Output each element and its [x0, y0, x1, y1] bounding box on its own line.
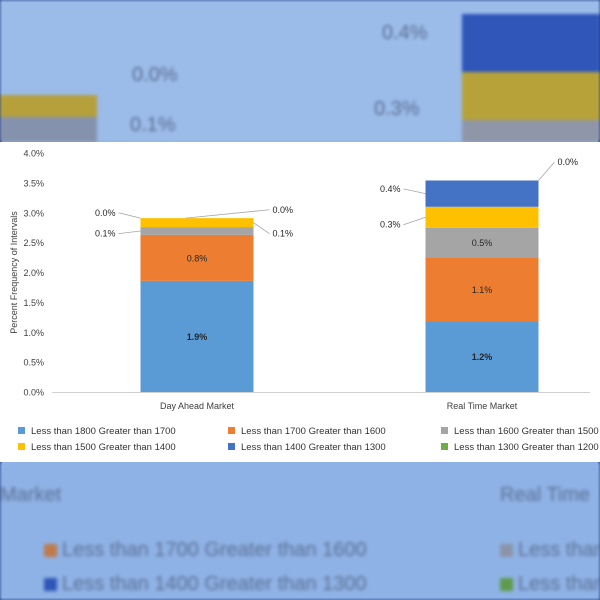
data-label: 1.1%	[472, 285, 493, 295]
legend-swatch	[228, 427, 235, 434]
bg-bar-gray-left	[0, 117, 97, 142]
legend-label: Less than 1800 Greater than 1700	[31, 426, 176, 437]
bar-segment	[140, 218, 254, 228]
leader-line	[118, 212, 141, 219]
legend-label: Less than 1500 Greater than 1400	[31, 442, 176, 453]
y-tick-label: 4.0%	[23, 149, 44, 159]
bg-legend-swatch	[44, 578, 57, 591]
y-tick-label: 2.5%	[23, 238, 44, 248]
x-category-label: Day Ahead Market	[160, 401, 235, 411]
leader-line	[538, 161, 555, 181]
bg-bar-yellow-left	[0, 95, 97, 117]
legend-item: Less than 1500 Greater than 1400	[18, 442, 176, 453]
bar-segment	[425, 227, 539, 258]
bar-segment	[425, 206, 539, 228]
bar-segment	[425, 180, 539, 207]
bg-label: 0.1%	[130, 114, 176, 136]
stacked-bar-chart: 0.0% 0.5% 1.0% 1.5% 2.0% 2.5% 3.0% 3.5% 4.0% Perc…	[9, 149, 590, 411]
legend-swatch	[441, 443, 448, 450]
bg-label: 0.4%	[382, 22, 428, 44]
y-tick-label: 1.0%	[23, 328, 44, 338]
bg-label: Less than 1700 Greater than 1600	[62, 539, 367, 561]
bar-segment	[140, 280, 254, 392]
y-axis-title: Percent Frequency of Intervals	[9, 211, 19, 334]
bg-legend-swatch	[500, 578, 513, 591]
blurred-background-bottom: Market Real Time Less than 1700 Greater …	[0, 462, 600, 600]
legend-swatch	[441, 427, 448, 434]
data-label: 0.1%	[95, 229, 116, 239]
bg-bar-blue-right	[462, 14, 600, 72]
data-label: 0.3%	[380, 220, 401, 230]
legend-label: Less than 1400 Greater than 1300	[241, 442, 386, 453]
legend-label: Less than 1600 Greater than 1500	[454, 426, 599, 437]
legend-item: Less than 1800 Greater than 1700	[18, 426, 176, 437]
data-label: 0.5%	[472, 238, 493, 248]
y-tick-label: 3.0%	[23, 208, 44, 218]
bar-segment	[140, 227, 254, 235]
y-tick-label: 1.5%	[23, 298, 44, 308]
bg-label: Market	[0, 484, 62, 506]
data-label: 0.1%	[273, 229, 294, 239]
bg-label: 0.3%	[374, 98, 420, 120]
legend-item: Less than 1700 Greater than 1600	[228, 426, 386, 437]
data-label: 0.4%	[380, 184, 401, 194]
data-label: 1.9%	[187, 332, 208, 342]
legend-item: Less than 1600 Greater than 1500	[441, 426, 599, 437]
legend-label: Less than 1700 Greater than 1600	[241, 426, 386, 437]
leader-line	[403, 216, 426, 226]
leader-line	[118, 230, 141, 235]
data-label: 0.0%	[273, 205, 294, 215]
legend-item: Less than 1300 Greater than 1200	[441, 442, 599, 453]
leader-line	[185, 209, 270, 219]
y-tick-label: 3.5%	[23, 178, 44, 188]
bg-bar-gray-right	[462, 120, 600, 142]
bg-legend-swatch	[44, 544, 57, 557]
bg-legend-swatch	[500, 544, 513, 557]
bg-label: Real Time	[500, 484, 591, 506]
data-label: 0.0%	[95, 208, 116, 218]
legend-swatch	[228, 443, 235, 450]
x-category-label: Real Time Market	[447, 401, 518, 411]
legend-swatch	[18, 443, 25, 450]
y-tick-label: 2.0%	[23, 268, 44, 278]
chart-card: 0.0% 0.5% 1.0% 1.5% 2.0% 2.5% 3.0% 3.5% 4.0% Perc…	[0, 142, 600, 462]
data-label: 0.0%	[558, 157, 579, 167]
legend-swatch	[18, 427, 25, 434]
blurred-background-top: 0.0% 0.1% 0.4% 0.3%	[0, 0, 600, 142]
legend-item: Less than 1400 Greater than 1300	[228, 442, 386, 453]
data-label: 0.8%	[187, 253, 208, 263]
bg-label: Less than 1400 Greater than 1300	[62, 573, 367, 595]
bg-label: Less than	[518, 573, 600, 595]
bg-label: 0.0%	[132, 64, 178, 86]
bg-label: Less than	[518, 539, 600, 561]
y-tick-label: 0.0%	[23, 388, 44, 398]
y-tick-label: 0.5%	[23, 358, 44, 368]
leader-line	[253, 222, 270, 234]
bg-bar-yellow-right	[462, 72, 600, 120]
bar-segment	[425, 321, 539, 392]
data-label: 1.2%	[472, 352, 493, 362]
bar-segment	[425, 257, 539, 322]
leader-line	[403, 188, 426, 195]
legend-label: Less than 1300 Greater than 1200	[454, 442, 599, 453]
bar-segment	[140, 234, 254, 281]
